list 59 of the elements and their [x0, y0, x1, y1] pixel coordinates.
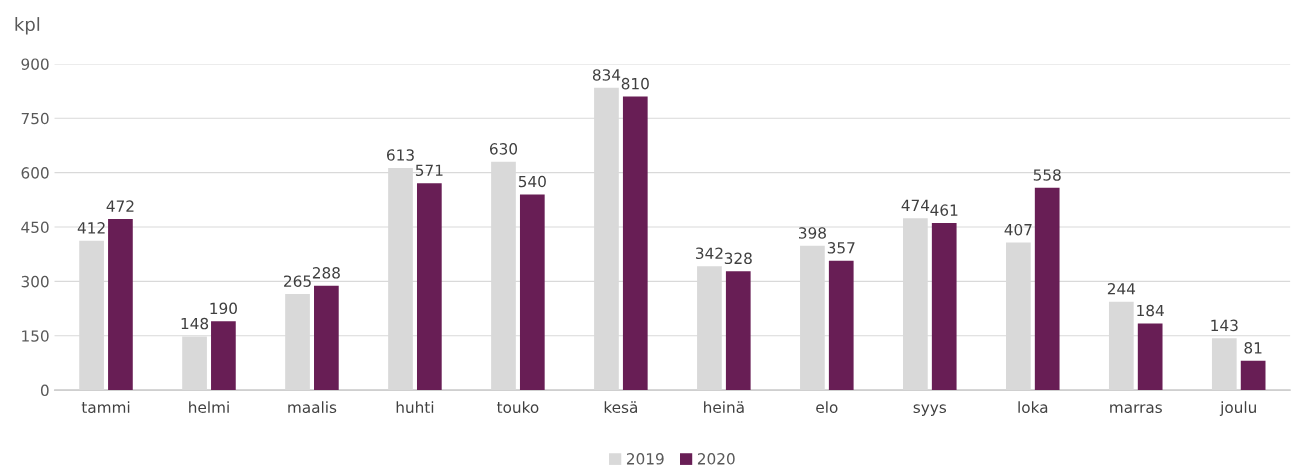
bar [1211, 338, 1237, 391]
bar [1137, 323, 1163, 391]
data-label: 81 [1244, 342, 1262, 354]
data-label: 244 [1107, 282, 1136, 295]
data-label: 328 [724, 252, 752, 265]
data-label: 810 [621, 77, 649, 90]
y-tick-label: 0 [40, 384, 49, 397]
bar [828, 260, 854, 391]
bar [725, 271, 751, 391]
data-label: 834 [592, 69, 621, 81]
x-tick-label: heinä [704, 401, 744, 414]
y-tick-label: 300 [21, 275, 49, 288]
y-tick-label: 600 [21, 167, 49, 179]
data-label: 558 [1033, 169, 1061, 181]
y-axis-title: kpl [15, 17, 40, 35]
x-tick-label: maalis [288, 401, 337, 414]
x-tick-label: touko [496, 401, 539, 414]
bar [314, 285, 339, 391]
data-label: 474 [901, 199, 930, 211]
x-tick-label: loka [1018, 401, 1048, 414]
data-label: 357 [827, 242, 855, 254]
data-label: 143 [1211, 319, 1238, 332]
data-label: 265 [284, 275, 311, 287]
y-tick-label: 750 [21, 112, 49, 125]
data-label: 412 [77, 222, 105, 234]
x-tick-label: syys [913, 404, 947, 416]
legend-label: 2019 [626, 453, 664, 465]
data-label: 630 [489, 143, 518, 155]
bar [416, 183, 442, 391]
x-tick-label: kesä [604, 401, 637, 414]
data-label: 148 [181, 317, 209, 330]
y-tick-label: 450 [21, 221, 49, 234]
x-tick-label: elo [816, 401, 838, 414]
data-label: 540 [518, 175, 546, 188]
bar [622, 96, 648, 391]
bar [211, 321, 236, 391]
data-label: 407 [1004, 223, 1032, 236]
bar [108, 219, 133, 391]
x-tick-label: helmi [189, 401, 229, 414]
y-tick-label: 150 [22, 330, 49, 342]
bar [1034, 187, 1060, 391]
y-tick-label: 900 [21, 58, 49, 70]
legend-label: 2020 [697, 453, 735, 465]
data-label: 184 [1137, 304, 1164, 317]
data-label: 613 [387, 149, 414, 161]
data-label: 461 [930, 204, 958, 216]
data-label: 398 [798, 227, 826, 239]
data-label: 472 [106, 200, 134, 212]
data-label: 342 [696, 247, 723, 260]
bar [931, 223, 957, 391]
x-tick-label: marras [1110, 404, 1162, 414]
bar [519, 194, 545, 391]
data-label: 571 [415, 164, 443, 177]
x-tick-label: joulu [1219, 401, 1256, 416]
x-tick-label: tammi [81, 401, 130, 414]
data-label: 190 [210, 302, 237, 315]
data-label: 288 [312, 267, 340, 279]
x-tick-label: huhti [396, 401, 434, 414]
bar [1240, 360, 1266, 391]
